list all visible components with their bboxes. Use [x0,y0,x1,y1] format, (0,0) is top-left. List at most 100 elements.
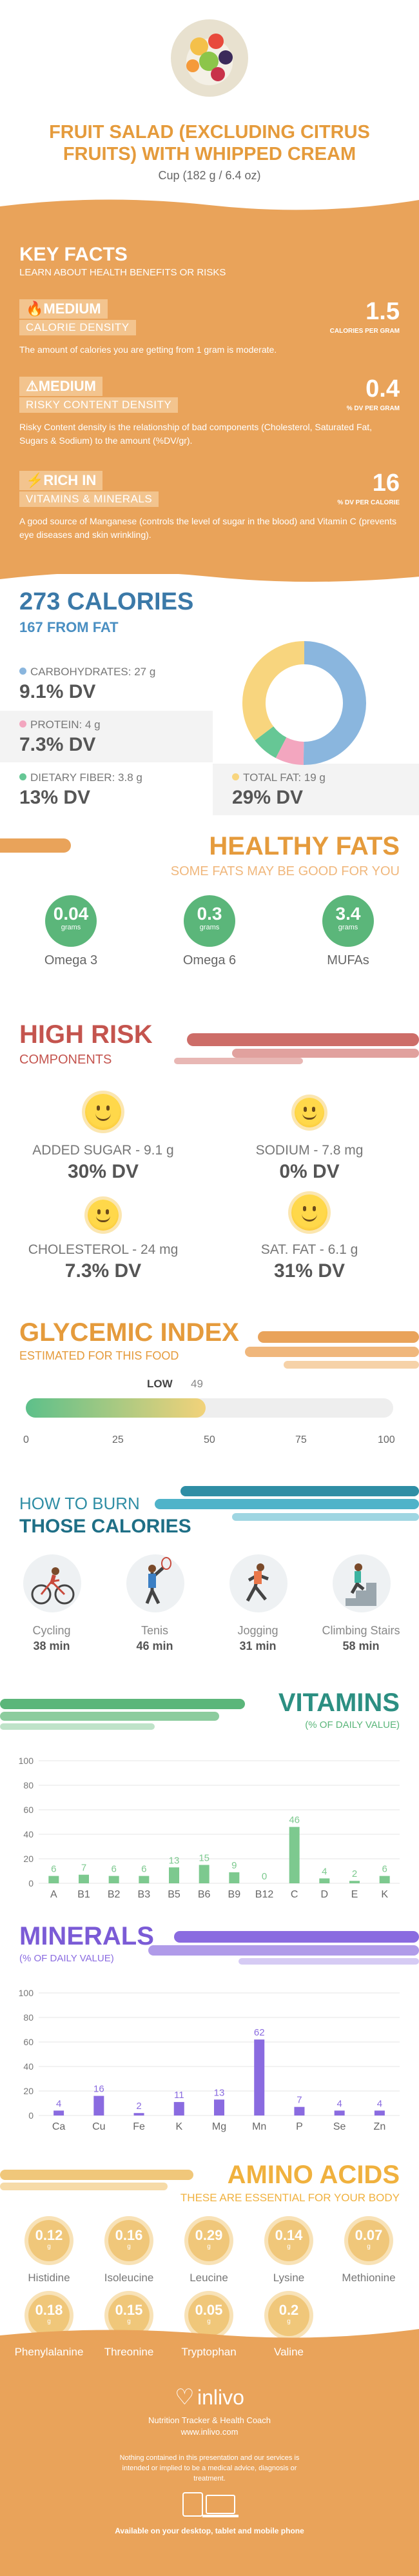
omega3-item: 0.04 grams [45,895,97,947]
mineral-ytick: 20 [23,2086,34,2096]
high-risk-title: HIGH RISK [19,1020,153,1049]
jogging-label: Jogging [237,1624,278,1637]
gi-tick: 50 [204,1434,215,1445]
minerals-bar-chart: 0 20 40 60 80 100 4 Ca 16 Cu 2 Fe 11 K 13 Mg 62 Mn 7 P 4 Se 4 Z… [19,1988,400,2132]
sodium-label: SODIUM - 7.8 mg [255,1143,364,1158]
omega6-item: 0.3 grams [184,895,235,947]
fact-unit: % DV PER GRAM [346,405,400,412]
healthy-fats-title: HEALTHY FATS [209,832,400,860]
mineral-bar-Fe [133,2113,144,2115]
mineral-category-label: Zn [374,2121,386,2132]
sat-fat-label: SAT. FAT - 6.1 g [260,1242,358,1257]
phenylalanine-badge: 0.18 g [28,2295,70,2336]
vitamin-category-label: E [351,1889,358,1900]
omega3-label: Omega 3 [44,953,98,967]
mufas-label: MUFAs [327,953,369,967]
vitamin-bar-B6 [199,1865,210,1883]
vitamin-value-label: 6 [111,1864,116,1875]
burn-title-top: HOW TO BURN [19,1494,140,1513]
vitamin-category-label: B12 [255,1889,274,1900]
footer-wave [0,2329,419,2344]
flame-icon: 🔥 [26,301,44,317]
lysine-label: Lysine [273,2272,305,2284]
fact-level: RICH IN [43,472,97,488]
calories-from-fat: 167 FROM FAT [19,619,119,635]
added-sugar-smiley-icon [85,1094,121,1130]
fact-value: 16 [372,470,400,497]
added-sugar-dv: 30% DV [67,1161,139,1182]
mineral-value-label: 11 [174,2090,184,2101]
mineral-category-label: Fe [133,2121,145,2132]
omega3-value: 0.04 [53,904,89,924]
vitamin-value-label: 9 [231,1860,237,1871]
vitamin-category-label: B1 [77,1889,90,1900]
warning-icon: ⚠ [26,378,39,394]
cycling-icon [23,1554,81,1612]
heart-logo-icon: ♡ [175,2385,195,2410]
mineral-bar-P [294,2106,305,2115]
footer-available: Available on your desktop, tablet and mo… [115,2526,304,2535]
mufas-unit: grams [338,924,358,931]
omega3-unit: grams [61,924,81,931]
jogging-icon [229,1554,287,1612]
carbs-stat: CARBOHYDRATES: 27 g 9.1% DV [0,658,213,709]
mineral-value-label: 4 [336,2098,342,2109]
methionine-badge: 0.07 g [348,2220,389,2261]
fact-value: 0.4 [365,375,400,402]
vitamin-bar-A [48,1876,59,1883]
mineral-bar-Zn [374,2110,385,2115]
sodium-smiley-icon [295,1098,324,1127]
fat-dot [232,773,239,780]
vitamin-category-label: C [291,1889,298,1900]
mineral-value-label: 62 [254,2027,265,2038]
protein-dv: 7.3% DV [19,734,96,755]
donut-slice-fat [242,641,305,740]
leucine-label: Leucine [190,2272,228,2284]
fact-label: CALORIE DENSITY [19,320,136,335]
mineral-bar-Mg [214,2099,224,2115]
key-facts-top-wave [0,199,419,219]
fact-description: Risky Content density is the relationshi… [19,422,373,446]
mineral-category-label: Ca [52,2121,66,2132]
minerals-title: MINERALS [19,1922,154,1950]
cycling-minutes: 38 min [33,1640,70,1652]
vitamin-category-label: B6 [198,1889,211,1900]
vitamin-category-label: K [381,1889,388,1900]
footer: Phenylalanine Threonine Tryptophan Valin… [0,2329,419,2576]
vitamin-value-label: 7 [81,1863,86,1874]
phenylalanine-label: Phenylalanine [14,2346,84,2358]
tennis-icon [126,1554,184,1612]
valine-badge: 0.2 g [268,2295,309,2336]
mineral-value-label: 7 [297,2095,302,2106]
isoleucine-label: Isoleucine [104,2272,154,2284]
serving-size: Cup (182 g / 6.4 oz) [158,169,261,182]
burn-ribbon [155,1486,419,1521]
sodium-dv: 0% DV [279,1161,340,1182]
carbs-dv: 9.1% DV [19,681,96,702]
vitamin-category-label: D [321,1889,329,1900]
vitamin-bar-B1 [79,1874,89,1883]
brand-name: inlivo [197,2386,244,2409]
glycemic-title: GLYCEMIC INDEX [19,1318,239,1347]
lysine-badge: 0.14 g [268,2220,309,2261]
footer-url[interactable]: www.inlivo.com [180,2427,239,2437]
mufas-item: 3.4 grams [322,895,374,947]
vitamin-value-label: 15 [199,1853,210,1864]
omega6-label: Omega 6 [182,953,237,967]
vitamins-ribbon [0,1699,245,1730]
vitamin-ytick: 80 [23,1780,34,1790]
fact-level: MEDIUM [43,301,101,317]
mineral-value-label: 4 [377,2098,382,2109]
fact-calorie-density: 🔥MEDIUM CALORIE DENSITY [19,299,136,335]
vitamin-value-label: 0 [262,1871,267,1882]
vitamin-bar-C [289,1827,300,1883]
mineral-value-label: 2 [136,2101,141,2112]
vitamin-value-label: 6 [382,1864,387,1875]
fiber-label: DIETARY FIBER: 3.8 g [30,771,142,784]
threonine-badge: 0.15 g [108,2295,150,2336]
amino-title: AMINO ACIDS [227,2161,400,2189]
donut-slice-carbs [303,641,366,765]
vitamin-category-label: A [50,1889,57,1900]
cycling-label: Cycling [32,1624,71,1637]
fact-risky-density: ⚠MEDIUM RISKY CONTENT DENSITY [19,377,179,413]
